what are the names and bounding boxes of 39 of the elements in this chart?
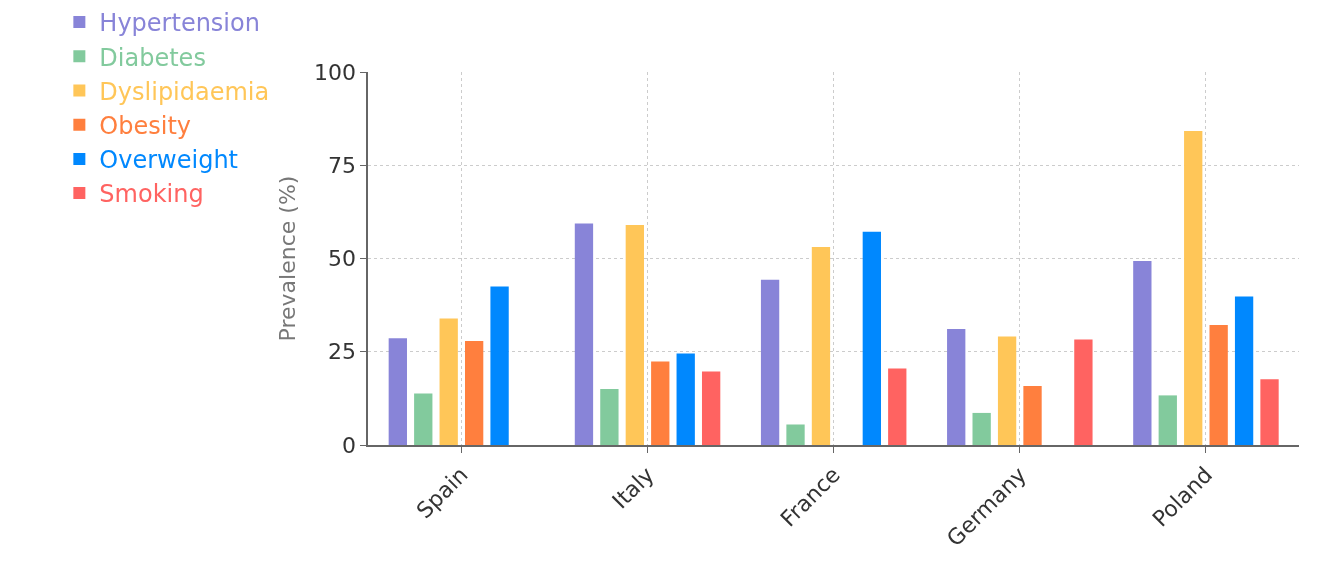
legend-label: Obesity	[99, 112, 192, 141]
bar	[651, 361, 670, 445]
bar	[625, 224, 644, 445]
bar	[464, 340, 484, 445]
bar	[1023, 386, 1042, 445]
bar	[490, 286, 509, 445]
y-tick-label: 25	[327, 339, 356, 365]
bar	[947, 329, 966, 445]
bar	[574, 223, 594, 445]
bar	[1133, 261, 1152, 445]
bar	[760, 279, 780, 445]
bar	[786, 424, 805, 445]
legend-label: Dyslipidaemia	[99, 77, 270, 106]
bar	[414, 393, 433, 445]
bar	[862, 231, 881, 445]
bar	[811, 246, 831, 445]
bar	[1184, 130, 1203, 445]
bar	[600, 389, 619, 445]
legend-label: Diabetes	[99, 43, 206, 72]
bar	[388, 338, 407, 445]
bar	[888, 368, 907, 445]
y-tick-label: 100	[313, 59, 356, 85]
legend-label: Smoking	[99, 180, 204, 209]
bar	[997, 336, 1017, 445]
y-tick-label: 0	[341, 432, 356, 458]
bar	[1234, 296, 1254, 445]
bar	[1209, 324, 1228, 445]
bar	[1074, 339, 1093, 445]
bar	[1158, 395, 1177, 445]
y-tick-label: 50	[327, 246, 356, 272]
bar	[972, 412, 991, 445]
y-tick-label: 75	[327, 152, 356, 178]
bar	[676, 353, 695, 445]
y-axis-title: Prevalence (%)	[275, 175, 301, 342]
bar	[439, 318, 458, 445]
bar	[1260, 379, 1279, 445]
legend-label: Overweight	[99, 146, 239, 175]
bar	[701, 371, 721, 445]
legend-label: Hypertension	[99, 9, 260, 38]
